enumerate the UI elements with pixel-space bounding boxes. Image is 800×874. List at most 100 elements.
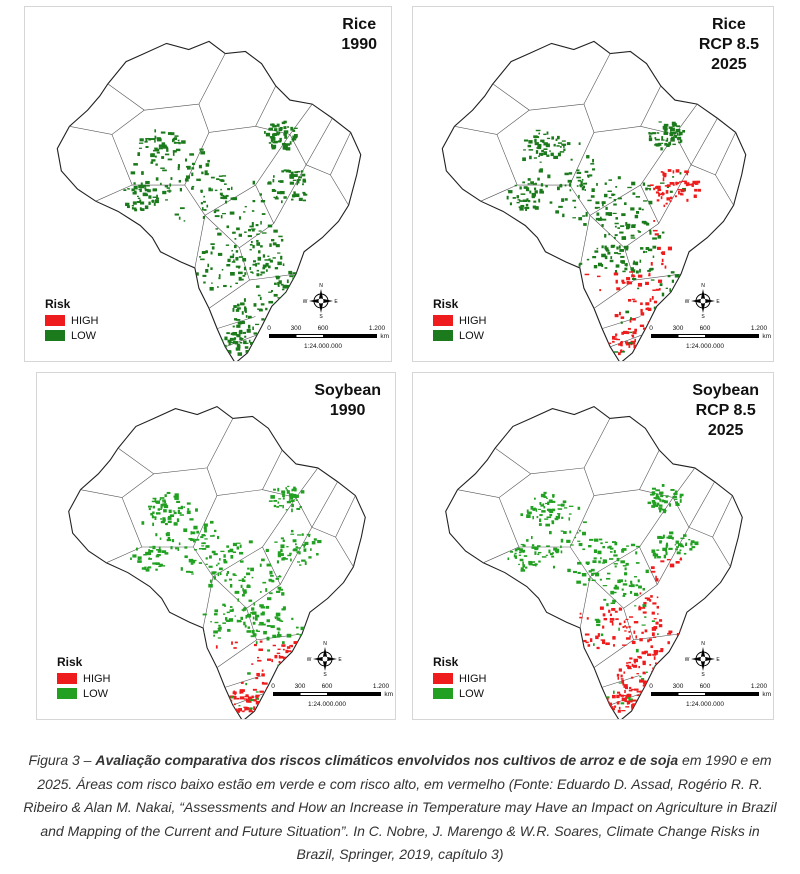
- low-risk-area: [279, 137, 282, 142]
- low-risk-area: [233, 305, 237, 309]
- high-swatch: [45, 315, 65, 326]
- low-risk-area: [609, 259, 614, 263]
- high-risk-area: [244, 695, 250, 698]
- low-risk-area: [280, 255, 283, 260]
- low-risk-area: [243, 340, 247, 345]
- low-risk-area: [641, 624, 646, 626]
- low-risk-area: [659, 491, 664, 495]
- low-risk-area: [549, 530, 552, 535]
- low-risk-area: [591, 579, 596, 581]
- low-risk-area: [260, 271, 265, 274]
- low-risk-area: [304, 541, 309, 546]
- map-legend: Risk HIGH LOW: [45, 297, 99, 343]
- low-risk-area: [174, 493, 179, 497]
- low-risk-area: [268, 127, 273, 131]
- low-risk-area: [230, 332, 234, 336]
- high-risk-area: [609, 613, 612, 617]
- low-risk-area: [205, 163, 210, 167]
- low-risk-area: [540, 493, 546, 498]
- low-risk-area: [190, 562, 194, 565]
- low-risk-area: [266, 619, 270, 623]
- low-risk-area: [665, 551, 668, 556]
- low-risk-area: [653, 497, 656, 499]
- low-risk-area: [207, 159, 210, 163]
- low-risk-area: [289, 494, 293, 498]
- high-risk-area: [623, 671, 626, 674]
- high-risk-area: [278, 660, 281, 664]
- low-risk-area: [682, 129, 686, 133]
- low-risk-area: [665, 548, 668, 553]
- low-risk-area: [601, 245, 604, 249]
- low-risk-area: [260, 303, 265, 306]
- low-risk-area: [620, 321, 623, 324]
- high-risk-area: [625, 342, 631, 346]
- high-risk-area: [628, 345, 631, 348]
- low-risk-area: [661, 484, 665, 487]
- low-risk-area: [145, 139, 148, 143]
- low-risk-area: [543, 151, 547, 156]
- low-risk-area: [594, 206, 598, 209]
- scale-tick: 300: [290, 325, 302, 332]
- low-risk-area: [269, 592, 273, 595]
- low-risk-area: [278, 131, 281, 135]
- low-risk-area: [189, 153, 195, 156]
- high-risk-area: [245, 694, 249, 698]
- low-risk-area: [286, 633, 292, 638]
- low-risk-area: [657, 142, 662, 146]
- low-risk-area: [604, 255, 608, 260]
- low-risk-area: [158, 147, 164, 150]
- high-risk-area: [653, 649, 659, 653]
- low-risk-area: [287, 485, 290, 488]
- high-risk-area: [634, 661, 636, 664]
- low-risk-area: [620, 560, 625, 564]
- low-risk-area: [176, 518, 180, 523]
- low-risk-area: [276, 627, 280, 631]
- low-risk-area: [616, 557, 620, 562]
- low-risk-area: [652, 245, 657, 249]
- low-risk-area: [267, 181, 272, 184]
- high-risk-area: [614, 313, 619, 318]
- low-risk-area: [265, 548, 269, 553]
- low-swatch: [433, 688, 453, 699]
- legend-high-label: HIGH: [83, 672, 111, 685]
- state-border: [117, 418, 234, 475]
- low-risk-area: [303, 548, 307, 552]
- low-risk-area: [148, 138, 152, 141]
- low-risk-area: [145, 180, 150, 185]
- low-risk-area: [268, 258, 271, 261]
- high-risk-area: [640, 312, 645, 316]
- low-risk-area: [539, 168, 544, 170]
- low-risk-area: [215, 228, 219, 230]
- low-risk-area: [669, 531, 674, 535]
- low-risk-area: [193, 278, 197, 281]
- high-risk-area: [668, 630, 673, 634]
- low-risk-area: [630, 580, 633, 584]
- low-risk-area: [277, 586, 282, 590]
- scale-bar-graphic: [651, 692, 759, 696]
- low-risk-area: [198, 164, 202, 169]
- high-risk-area: [656, 596, 659, 599]
- low-risk-area: [273, 175, 275, 178]
- low-risk-area: [287, 126, 290, 128]
- low-risk-area: [238, 330, 243, 335]
- high-risk-area: [624, 697, 627, 701]
- low-risk-area: [265, 132, 271, 137]
- high-risk-area: [612, 707, 615, 711]
- low-risk-area: [585, 211, 588, 216]
- high-risk-area: [624, 630, 627, 632]
- low-risk-area: [533, 497, 536, 500]
- low-risk-area: [282, 606, 286, 610]
- low-risk-area: [635, 196, 641, 198]
- high-risk-area: [239, 690, 242, 694]
- low-risk-area: [272, 311, 277, 313]
- high-risk-area: [650, 566, 655, 570]
- low-risk-area: [527, 511, 532, 515]
- low-risk-area: [674, 490, 678, 493]
- low-risk-area: [543, 133, 547, 136]
- low-risk-area: [257, 294, 261, 297]
- low-risk-area: [679, 499, 682, 503]
- low-risk-area: [642, 588, 645, 591]
- low-risk-area: [157, 549, 162, 553]
- low-risk-area: [201, 534, 206, 537]
- low-risk-area: [648, 248, 653, 252]
